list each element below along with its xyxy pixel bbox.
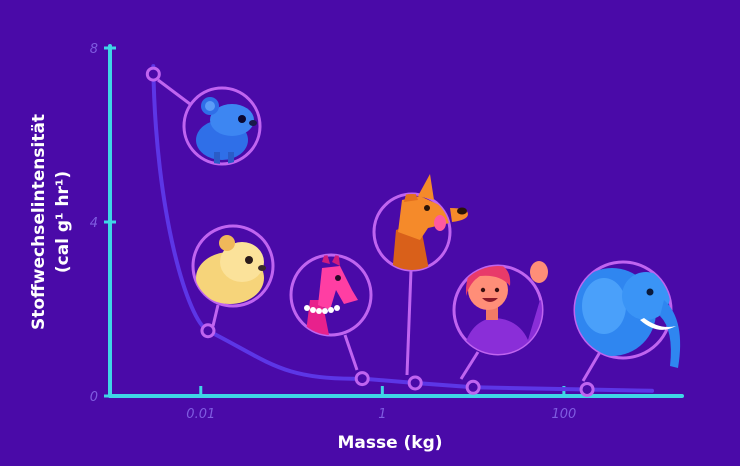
data-point-hamster [200, 323, 216, 339]
data-point-elefant [579, 381, 595, 397]
hamster-illustration [191, 224, 275, 308]
mouse-illustration [182, 86, 262, 166]
x-tick-label: 0.01 [186, 407, 215, 422]
elephant-illustration [573, 260, 681, 368]
data-point-lama [354, 371, 370, 387]
y-axis-title-line1: Stoffwechselintensität [29, 114, 49, 330]
connector-dog [405, 269, 413, 376]
data-markers [145, 66, 595, 397]
y-tick-label: 0 [90, 390, 98, 405]
llama-illustration [289, 253, 373, 337]
y-ticks: 0 4 8 [90, 42, 116, 405]
data-point-hund [407, 375, 423, 391]
dog-illustration [372, 174, 468, 272]
connector-hamster [211, 304, 220, 327]
y-tick-label: 8 [90, 42, 98, 57]
connector-human [459, 351, 480, 380]
data-point-mensch [465, 379, 481, 395]
connector-llama [343, 334, 359, 371]
connector-mouse [157, 78, 191, 106]
x-ticks: 0.01 1 100 [186, 386, 576, 422]
x-tick-label: 1 [378, 407, 386, 422]
child-illustration [452, 261, 548, 356]
y-axis-title-line2: (cal g¹ hr¹) [53, 171, 73, 273]
y-tick-label: 4 [90, 216, 98, 231]
x-tick-label: 100 [551, 407, 576, 422]
connector-lines [157, 78, 602, 382]
connector-elephant [581, 351, 602, 382]
y-axis-title: Stoffwechselintensität (cal g¹ hr¹) [29, 114, 73, 330]
x-axis-title: Masse (kg) [337, 433, 442, 453]
data-point-maus [145, 66, 161, 82]
